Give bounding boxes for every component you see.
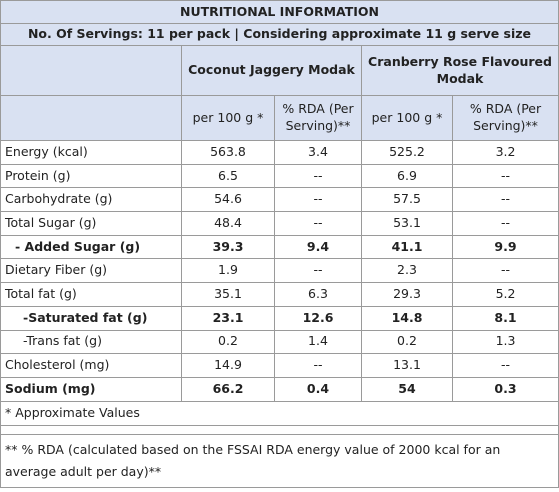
data-row: Protein (g) 6.5 -- 6.9 -- [0, 163, 559, 189]
cell: 23.1 [181, 305, 275, 331]
data-row: -Trans fat (g) 0.2 1.4 0.2 1.3 [0, 329, 559, 355]
cell: 29.3 [361, 282, 453, 307]
data-row: Carbohydrate (g) 54.6 -- 57.5 -- [0, 187, 559, 213]
cell: 48.4 [181, 211, 275, 236]
data-row: Total Sugar (g) 48.4 -- 53.1 -- [0, 211, 559, 236]
column-header: % RDA (Per Serving)** [451, 95, 559, 141]
cell: 0.3 [451, 376, 559, 402]
cell: 35.1 [181, 282, 275, 307]
row-label: Sodium (mg) [0, 376, 182, 402]
footnote-row: * Approximate Values [0, 400, 559, 426]
row-label: -Saturated fat (g) [0, 305, 182, 331]
cell: -- [274, 211, 362, 236]
cell: 6.3 [274, 282, 362, 307]
cell: -- [451, 211, 559, 236]
cell: 8.1 [451, 305, 559, 331]
cell: 6.5 [181, 163, 275, 189]
cell: -- [274, 187, 362, 213]
column-header: per 100 g * [361, 95, 453, 141]
row-label: Cholesterol (mg) [0, 353, 182, 378]
cell: -- [451, 353, 559, 378]
cell: -- [451, 187, 559, 213]
cell: 53.1 [361, 211, 453, 236]
column-header: per 100 g * [181, 95, 275, 141]
row-label: Energy (kcal) [0, 140, 182, 165]
data-row: Total fat (g) 35.1 6.3 29.3 5.2 [0, 282, 559, 307]
gap [0, 425, 559, 435]
column-header: % RDA (Per Serving)** [274, 95, 362, 141]
data-row: Energy (kcal) 563.8 3.4 525.2 3.2 [0, 140, 559, 165]
cell: 563.8 [181, 140, 275, 165]
cell: 0.2 [181, 329, 275, 355]
data-row: Sodium (mg) 66.2 0.4 54 0.3 [0, 376, 559, 402]
cell: -- [274, 258, 362, 284]
cell: 39.3 [181, 234, 275, 260]
cell: -- [274, 163, 362, 189]
product: Cranberry Rose Flavoured Modak [360, 45, 559, 96]
data-row: -Saturated fat (g) 23.1 12.6 14.8 8.1 [0, 305, 559, 331]
cell: -- [451, 163, 559, 189]
title-row: NUTRITIONAL INFORMATION [0, 0, 559, 24]
cell: 1.3 [451, 329, 559, 355]
row-label: Dietary Fiber (g) [0, 258, 182, 284]
data-row: Dietary Fiber (g) 1.9 -- 2.3 -- [0, 258, 559, 284]
empty-cell [0, 45, 182, 96]
product-row: Coconut Jaggery Modak Cranberry Rose Flav… [0, 45, 559, 96]
subtitle-row: No. Of Servings: 11 per pack | Consideri… [0, 23, 559, 46]
cell: 9.9 [451, 234, 559, 260]
cell: 1.4 [274, 329, 362, 355]
cell: 0.4 [274, 376, 362, 402]
cell: 14.9 [181, 353, 275, 378]
title: NUTRITIONAL INFORMATION [0, 0, 559, 24]
gap-row [0, 425, 559, 435]
footnote: * Approximate Values [0, 400, 559, 426]
cell: 3.2 [451, 140, 559, 165]
cell: 41.1 [361, 234, 453, 260]
cell: 54 [361, 376, 453, 402]
cell: 1.9 [181, 258, 275, 284]
cell: -- [451, 258, 559, 284]
cell: 2.3 [361, 258, 453, 284]
footnote: ** % RDA (calculated based on the FSSAI … [0, 433, 559, 488]
product: Coconut Jaggery Modak [181, 45, 362, 96]
cell: 0.2 [361, 329, 453, 355]
empty-cell [0, 95, 182, 141]
cell: 525.2 [361, 140, 453, 165]
cell: 66.2 [181, 376, 275, 402]
cell: 13.1 [361, 353, 453, 378]
row-label: Total Sugar (g) [0, 211, 182, 236]
cell: 9.4 [274, 234, 362, 260]
cell: 54.6 [181, 187, 275, 213]
row-label: Carbohydrate (g) [0, 187, 182, 213]
row-label: -Trans fat (g) [0, 329, 182, 355]
cell: 3.4 [274, 140, 362, 165]
data-row: Cholesterol (mg) 14.9 -- 13.1 -- [0, 353, 559, 378]
row-label: - Added Sugar (g) [0, 234, 182, 260]
row-label: Protein (g) [0, 163, 182, 189]
column-row: per 100 g *% RDA (Per Serving)** per 100 … [0, 95, 559, 141]
cell: 5.2 [451, 282, 559, 307]
cell: 6.9 [361, 163, 453, 189]
row-label: Total fat (g) [0, 282, 182, 307]
cell: 12.6 [274, 305, 362, 331]
cell: -- [274, 353, 362, 378]
footnote-row: ** % RDA (calculated based on the FSSAI … [0, 433, 559, 488]
cell: 57.5 [361, 187, 453, 213]
subtitle: No. Of Servings: 11 per pack | Consideri… [0, 23, 559, 46]
data-row: - Added Sugar (g) 39.3 9.4 41.1 9.9 [0, 234, 559, 260]
cell: 14.8 [361, 305, 453, 331]
